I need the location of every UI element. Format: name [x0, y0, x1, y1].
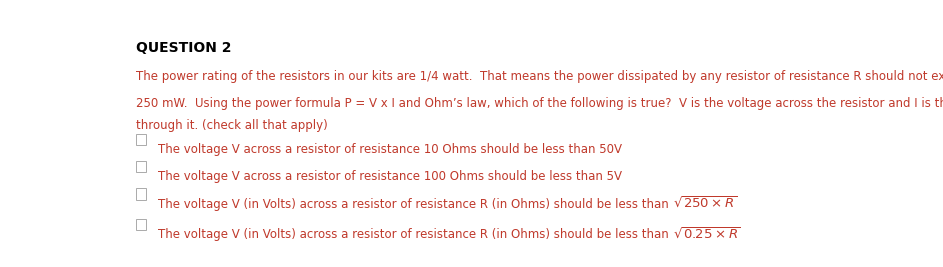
- Text: QUESTION 2: QUESTION 2: [136, 41, 232, 55]
- Bar: [136, 134, 146, 145]
- Bar: [136, 160, 146, 172]
- Text: The power rating of the resistors in our kits are 1/4 watt.  That means the powe: The power rating of the resistors in our…: [136, 70, 943, 83]
- Bar: [136, 188, 146, 200]
- Text: The voltage V across a resistor of resistance 100 Ohms should be less than 5V: The voltage V across a resistor of resis…: [158, 170, 622, 183]
- Text: The voltage V (in Volts) across a resistor of resistance R (in Ohms) should be l: The voltage V (in Volts) across a resist…: [158, 198, 672, 211]
- Text: $\sqrt{0.25 \times R}$: $\sqrt{0.25 \times R}$: [672, 226, 740, 242]
- Text: The voltage V (in Volts) across a resistor of resistance R (in Ohms) should be l: The voltage V (in Volts) across a resist…: [158, 228, 672, 241]
- Text: through it. (check all that apply): through it. (check all that apply): [136, 119, 328, 132]
- Text: $\sqrt{250 \times R}$: $\sqrt{250 \times R}$: [672, 195, 737, 211]
- Bar: [136, 219, 146, 230]
- Text: The voltage V across a resistor of resistance 10 Ohms should be less than 50V: The voltage V across a resistor of resis…: [158, 143, 622, 156]
- Text: 250 mW.  Using the power formula P = V x I and Ohm’s law, which of the following: 250 mW. Using the power formula P = V x …: [136, 97, 943, 110]
